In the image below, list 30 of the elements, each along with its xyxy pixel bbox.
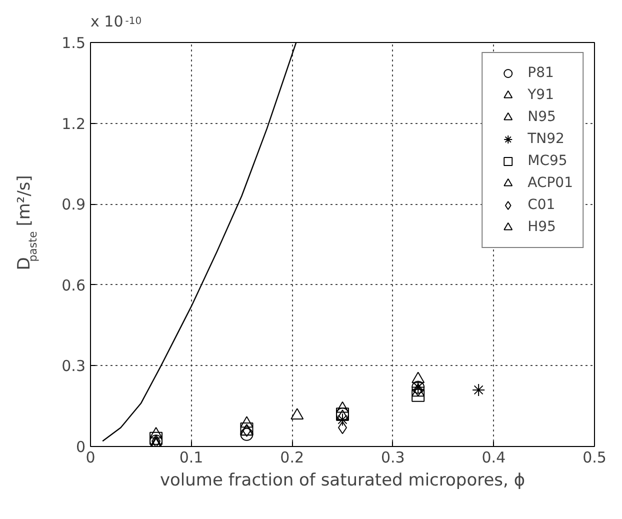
point — [336, 401, 349, 413]
x-tick-label: 0.4 — [482, 448, 506, 466]
point — [240, 428, 254, 441]
point — [150, 432, 163, 445]
legend-label: TN92 — [528, 131, 564, 147]
point — [336, 413, 349, 426]
point — [240, 416, 254, 428]
point — [290, 408, 304, 420]
x-tick-label: 0.1 — [179, 448, 204, 466]
legend-label: N95 — [528, 109, 556, 125]
y-tick-label: 0.6 — [62, 276, 86, 294]
legend-label: MC95 — [528, 153, 568, 169]
legend-label: Y91 — [528, 87, 554, 103]
point — [472, 383, 486, 396]
y-tick-label: 0.9 — [62, 196, 86, 214]
legend-label: ACP01 — [528, 175, 573, 191]
x-axis-title: volume fraction of saturated micropores, ϕ — [160, 470, 526, 490]
y-tick-label: 1.2 — [62, 114, 86, 133]
x-tick-label: 0.3 — [380, 448, 405, 466]
legend-label: P81 — [528, 65, 554, 81]
x-tick-label: 0.2 — [280, 448, 304, 466]
point — [412, 388, 425, 402]
y-tick-label: 0.3 — [62, 357, 86, 376]
point — [412, 372, 425, 384]
legend-label: H95 — [528, 219, 556, 235]
legend-label: C01 — [528, 197, 556, 213]
point — [150, 426, 163, 438]
y-tick-label: 1.5 — [62, 34, 86, 52]
x-tick-label: 0.5 — [582, 448, 606, 466]
y-axis-title: Dpaste [m²/s] — [14, 175, 40, 270]
